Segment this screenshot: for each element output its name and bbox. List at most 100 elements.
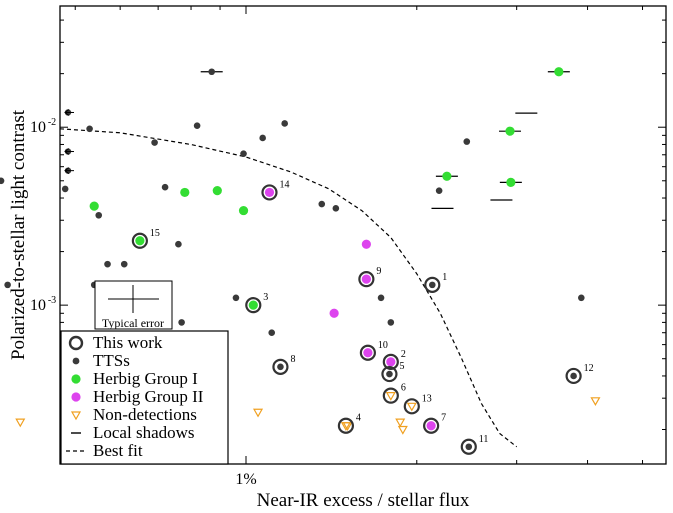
ttss-point: [259, 134, 266, 142]
ttss-point: [332, 205, 340, 212]
this-work-point-label: 4: [356, 413, 361, 424]
y-tick-exponent: -3: [48, 295, 56, 306]
this-work-point-label: 14: [279, 179, 289, 190]
this-work-point: [131, 232, 148, 249]
legend-group1-marker: [71, 374, 81, 384]
this-work-inner-marker: [406, 402, 417, 412]
y-tick-label: 10: [30, 119, 46, 136]
ttss-point: [104, 260, 111, 268]
typical-error-label: Typical error: [102, 316, 164, 330]
this-work-inner-marker: [340, 422, 351, 431]
y-tick-label: 10: [30, 297, 46, 314]
ttss-point: [120, 260, 128, 268]
legend-nondet-marker: [70, 411, 82, 421]
this-work-point-label: 3: [263, 292, 268, 303]
non-detection-point: [15, 418, 26, 428]
non-detection-point: [397, 425, 408, 435]
this-work-point-label: 15: [150, 228, 160, 239]
ttss-point: [377, 294, 385, 302]
this-work-point: [423, 417, 440, 434]
non-detection-point: [395, 418, 406, 428]
this-work-inner-marker: [361, 274, 371, 284]
this-work-point: [382, 353, 399, 370]
ttss-point: [193, 122, 201, 129]
this-work-point: [381, 365, 398, 383]
typical-error-box: Typical error: [94, 280, 173, 330]
this-work-point-label: 1: [442, 272, 447, 283]
ttss-point: [232, 294, 240, 302]
this-work-inner-marker: [386, 357, 396, 367]
this-work-point-label: 9: [376, 266, 381, 277]
this-work-point: [272, 358, 289, 375]
this-work-inner-marker: [363, 348, 373, 358]
y-axis-title: Polarized-to-stellar light contrast: [8, 109, 29, 360]
points-layer: [0, 67, 601, 455]
this-work-point: [245, 297, 262, 314]
ttss-point: [161, 183, 169, 191]
herbig-group1-point: [89, 201, 99, 211]
non-detection-point: [590, 397, 601, 407]
herbig-group1-point: [238, 205, 249, 216]
x-axis-title: Near-IR excess / stellar flux: [257, 490, 470, 511]
legend-this-work-marker: [68, 335, 84, 351]
this-work-point-label: 2: [401, 349, 406, 360]
legend: This work TTSs Herbig Group I Herbig Gro…: [60, 330, 229, 465]
this-work-inner-marker: [277, 363, 284, 371]
ttss-point: [95, 211, 103, 219]
best-fit-line: [59, 128, 518, 448]
this-work-point: [403, 398, 420, 415]
ttss-point: [4, 281, 11, 289]
ttss-point: [268, 329, 276, 337]
herbig-group1-point: [442, 171, 452, 181]
ttss-point: [0, 177, 5, 185]
herbig-group1-point: [180, 187, 190, 198]
ttss-point: [387, 319, 395, 326]
this-work-inner-marker: [248, 300, 258, 310]
ttss-point: [281, 120, 288, 127]
ttss-point: [435, 187, 443, 194]
ttss-point: [86, 125, 93, 133]
this-work-inner-marker: [264, 187, 275, 198]
this-work-point: [359, 344, 376, 361]
ttss-point: [208, 68, 216, 76]
legend-fit-label: Best fit: [93, 441, 143, 460]
ttss-point: [175, 240, 182, 248]
upper-limit-arrow-head: [64, 148, 70, 155]
herbig-group1-point: [554, 67, 564, 77]
upper-limit-arrow-head: [64, 109, 70, 116]
this-work-point-label: 12: [584, 363, 594, 374]
legend-group1-label: Herbig Group I: [93, 369, 198, 388]
herbig-group1-point: [506, 177, 516, 187]
this-work-inner-marker: [570, 372, 577, 380]
legend-ttss-marker: [72, 357, 80, 365]
legend-group2-label: Herbig Group II: [93, 387, 204, 406]
y-tick-exponent: -2: [48, 117, 56, 128]
ttss-point: [578, 294, 585, 302]
ttss-point: [61, 185, 69, 193]
this-work-inner-marker: [465, 443, 473, 451]
legend-nondet-label: Non-detections: [93, 405, 197, 424]
herbig-group1-point: [505, 126, 515, 136]
this-work-point-label: 8: [290, 354, 295, 365]
non-detection-point: [252, 408, 264, 418]
best-fit-layer: [59, 128, 518, 448]
this-work-point: [565, 367, 582, 385]
this-work-point-label: 13: [422, 393, 432, 404]
herbig-group1-point: [212, 186, 222, 196]
ttss-point: [463, 138, 471, 145]
ttss-point: [240, 150, 247, 157]
this-work-point: [424, 276, 441, 293]
this-work-point: [261, 184, 278, 201]
this-work-inner-marker: [135, 236, 145, 246]
herbig-group2-point: [361, 239, 371, 249]
upper-limit-arrow-head: [64, 167, 70, 175]
this-work-point-label: 7: [441, 413, 446, 424]
this-work-point-label: 5: [399, 361, 404, 372]
this-work-point: [337, 417, 355, 434]
legend-ttss-label: TTSs: [93, 351, 130, 370]
herbig-group2-point: [329, 308, 339, 318]
ttss-point: [151, 139, 158, 146]
this-work-point: [460, 438, 477, 455]
